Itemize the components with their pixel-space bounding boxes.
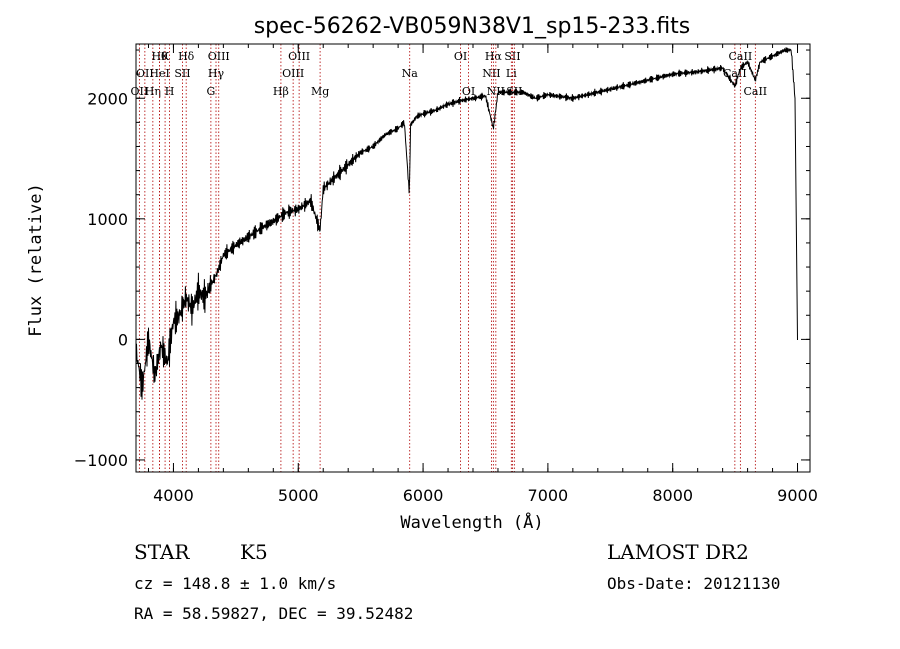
spectral-line-label: H	[165, 85, 175, 98]
x-tick-label: 6000	[403, 486, 444, 505]
spectral-line-label: K	[161, 50, 170, 63]
ra-dec: RA = 58.59827, DEC = 39.52482	[134, 604, 413, 623]
observation-date: Obs-Date: 20121130	[607, 574, 780, 593]
spectral-line-label: NII	[487, 85, 505, 98]
spectral-line-label: G	[206, 85, 215, 98]
spectral-line-label: OI	[462, 85, 475, 98]
spectral-line-label: OIII	[208, 50, 230, 63]
spectral-line-label: OIII	[288, 50, 310, 63]
spectral-line-label: NII	[482, 67, 500, 80]
spectrum-series	[135, 47, 798, 400]
y-tick-label: 2000	[87, 89, 128, 108]
x-tick-label: 8000	[652, 486, 693, 505]
spectral-line-label: CaII	[729, 50, 753, 63]
spectral-line-label: Hβ	[273, 85, 289, 98]
spectrum-line	[135, 47, 798, 400]
spectral-line-markers: OIIOIIHηHθHeIKHSIIHδGHγOIIIHβOIIIOIIIMgN…	[131, 44, 767, 472]
spectral-line-label: OI	[454, 50, 467, 63]
spectral-line-label: CaII	[743, 85, 767, 98]
x-tick-label: 9000	[777, 486, 818, 505]
spectral-line-label: Li	[506, 67, 517, 80]
object-class: STAR	[134, 540, 190, 564]
redshift-cz: cz = 148.8 ± 1.0 km/s	[134, 574, 336, 593]
x-axis: 4000 5000 6000 7000 8000 9000	[147, 44, 818, 505]
spectral-line-label: Hα	[485, 50, 503, 63]
spectral-line-label: HeI	[149, 67, 169, 80]
x-tick-label: 5000	[278, 486, 319, 505]
y-tick-label: 1000	[87, 210, 128, 229]
spectral-line-label: Hγ	[208, 67, 225, 80]
spectral-line-label: SII	[504, 50, 520, 63]
spectral-line-label: SII	[174, 67, 190, 80]
survey-name: LAMOST DR2	[607, 540, 749, 564]
y-tick-label: −1000	[74, 451, 128, 470]
spectral-line-label: Hδ	[178, 50, 195, 63]
spectral-line-label: Mg	[311, 85, 329, 98]
spectral-line-label: OII	[131, 85, 149, 98]
x-tick-label: 4000	[153, 486, 194, 505]
spectral-line-label: Na	[402, 67, 419, 80]
y-tick-label: 0	[118, 330, 128, 349]
spectral-line-label: Hθ	[151, 50, 168, 63]
y-axis-label: Flux (relative)	[26, 183, 46, 337]
object-subclass: K5	[240, 540, 268, 564]
spectral-line-label: Hη	[145, 85, 161, 98]
chart-title: spec-56262-VB059N38V1_sp15-233.fits	[254, 14, 691, 39]
plot-frame	[135, 43, 811, 473]
spectral-line-label: OII	[136, 67, 154, 80]
spectral-line-label: OIII	[282, 67, 304, 80]
x-tick-label: 7000	[528, 486, 569, 505]
x-axis-label: Wavelength (Å)	[400, 511, 543, 533]
y-axis: −1000 0 1000 2000	[74, 49, 810, 470]
